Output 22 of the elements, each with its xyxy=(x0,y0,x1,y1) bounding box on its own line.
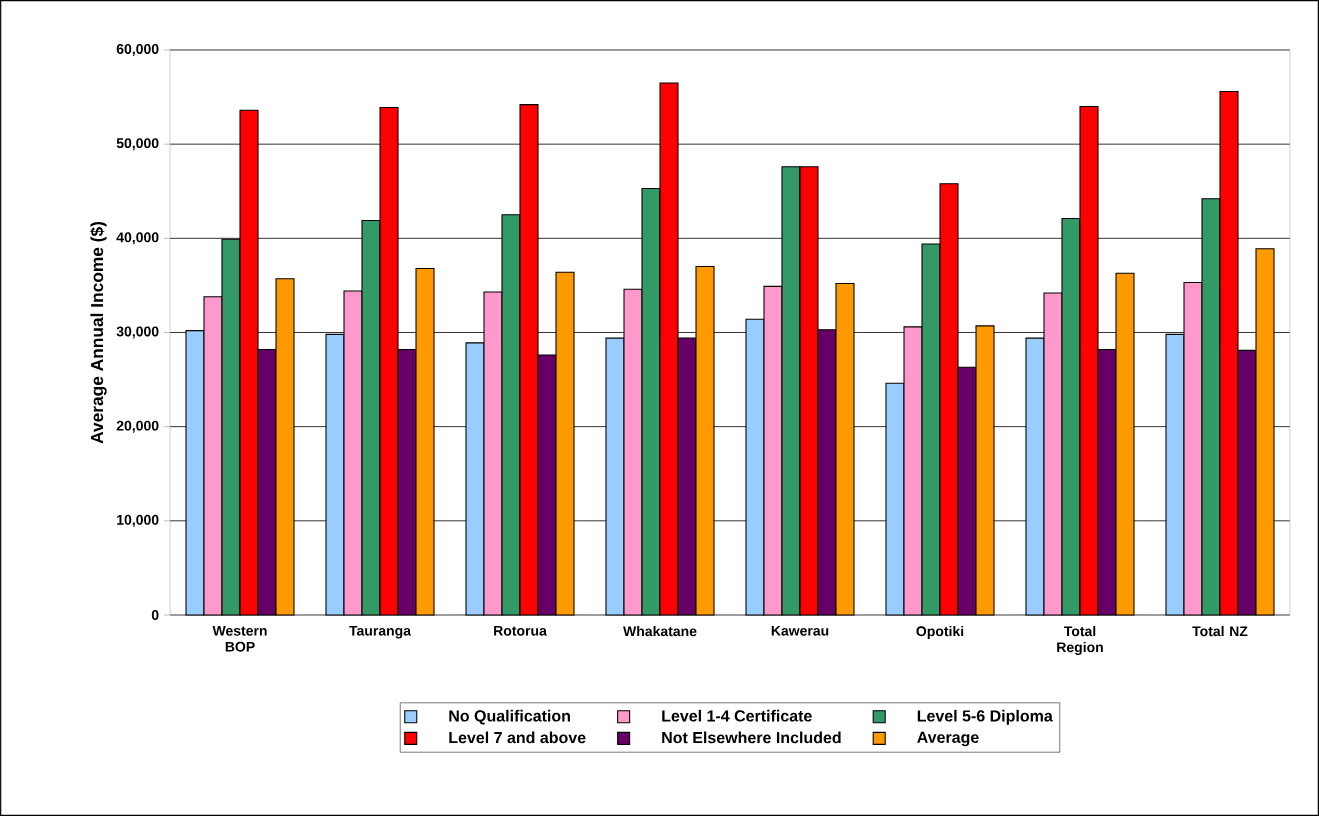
y-tick-label: 60,000 xyxy=(116,44,159,56)
x-tick-label: Total Region xyxy=(1057,625,1103,656)
x-tick-label: Tauranga xyxy=(349,625,412,639)
x-tick-label: Rotorua xyxy=(494,625,547,636)
y-tick-label: 20,000 xyxy=(116,420,159,433)
x-tick-label: Total NZ xyxy=(1192,625,1248,637)
legend-label: No Qualification xyxy=(449,709,570,725)
legend-label: Level 1-4 Certificate xyxy=(662,709,812,722)
y-tick-label: 30,000 xyxy=(116,326,159,339)
x-tick-label: Whakatane xyxy=(623,625,697,637)
legend-label: Level 5-6 Diploma xyxy=(917,709,1053,725)
legend-label: Average xyxy=(917,731,979,747)
x-tick-label: Western BOP xyxy=(212,625,267,652)
y-tick-label: 10,000 xyxy=(117,514,159,527)
x-tick-label: Kawerau xyxy=(771,625,829,636)
x-tick-label: Opotiki xyxy=(916,625,964,639)
y-tick-label: 0 xyxy=(151,610,159,620)
y-tick-label: 50,000 xyxy=(116,138,159,151)
y-tick-label: 40,000 xyxy=(116,232,159,245)
y-axis-title: Average Annual Income ($) xyxy=(90,221,107,444)
legend-label: Level 7 and above xyxy=(449,731,586,744)
legend-label: Not Elsewhere Included xyxy=(662,731,841,744)
